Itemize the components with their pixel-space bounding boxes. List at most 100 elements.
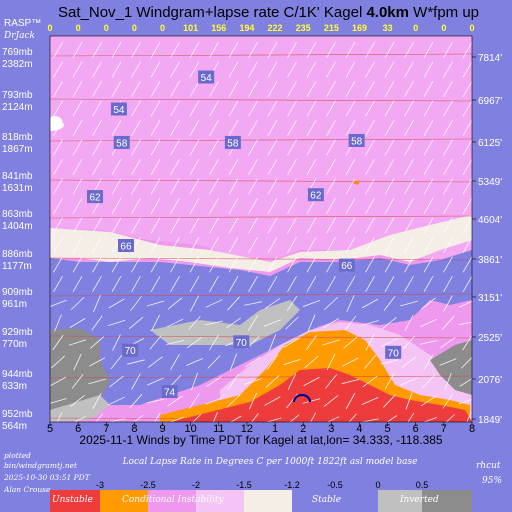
wind-barb: [404, 178, 414, 195]
wind-barb: [52, 334, 64, 351]
wind-barb: [228, 237, 239, 253]
wstar-value: 0: [469, 23, 474, 33]
wind-barb: [150, 276, 161, 292]
wind-barb: [170, 100, 180, 117]
wind-speed-label: 62: [310, 191, 322, 202]
legend-swatch-pink: [148, 490, 196, 512]
wind-barb: [462, 256, 472, 273]
wind-barb: [209, 42, 219, 58]
wind-barb: [131, 42, 141, 58]
legend-ticks: -3 -2.5 -2 -1.5 -1.2 -0.5 0 0.5: [96, 480, 428, 490]
wind-barb: [209, 159, 219, 175]
wind-barb: [53, 178, 63, 195]
altitude-m-label: 2382m: [2, 59, 33, 70]
wind-barb: [267, 237, 278, 253]
rhcut-value: 95%: [482, 476, 502, 486]
wind-barb: [209, 178, 219, 195]
wind-barb: [188, 315, 201, 331]
wind-barb: [423, 120, 434, 136]
wind-barb: [346, 295, 355, 312]
legend-label-unstable: Unstable: [52, 495, 93, 505]
wind-barb: [361, 298, 379, 309]
wind-barb: [205, 299, 223, 308]
wind-barb: [381, 338, 398, 347]
wind-barb: [322, 339, 340, 346]
wind-barb: [248, 178, 258, 195]
wind-barb: [462, 276, 472, 292]
altitude-ft-label: 6967': [478, 96, 502, 107]
wind-barb: [53, 81, 63, 97]
wstar-values: 0 0 0 0 0 101 156 194 222 235 215 169 33 0 0 0: [47, 23, 474, 33]
wind-barb: [345, 42, 356, 58]
wind-barb: [423, 61, 434, 78]
level-line: [50, 53, 472, 57]
wind-speed-label: 58: [116, 138, 128, 149]
wind-barb: [167, 395, 183, 407]
wind-barb: [228, 120, 239, 136]
wind-barb: [423, 198, 434, 214]
wind-barb: [384, 237, 395, 253]
wind-barb: [306, 61, 317, 78]
wind-barb: [92, 100, 102, 117]
wind-barb: [323, 318, 339, 328]
lightgray-band: [150, 300, 300, 345]
wind-barb: [227, 296, 240, 311]
wind-barb: [287, 100, 297, 117]
legend-tick-label: -0.5: [327, 480, 343, 490]
wind-barb: [443, 237, 453, 253]
level-line: [50, 417, 472, 421]
wind-barb: [442, 393, 454, 409]
wind-barb: [54, 314, 62, 332]
wind-barb: [365, 42, 375, 58]
x-tick-label: 9: [159, 423, 165, 435]
altitude-m-label: 1404m: [2, 221, 33, 232]
wind-barb: [265, 375, 280, 388]
wind-barb: [384, 256, 395, 273]
wind-barb: [342, 357, 359, 367]
wstar-value: 0: [132, 23, 137, 33]
wind-barb: [462, 42, 472, 58]
wind-speed-box: [122, 343, 139, 357]
gray-region-left: [50, 328, 110, 410]
wind-barb: [404, 139, 414, 156]
wind-barb: [343, 336, 358, 349]
wind-barb: [384, 120, 395, 136]
wind-barb: [423, 178, 434, 195]
wind-barb: [186, 336, 203, 349]
wind-barb: [170, 354, 180, 370]
wind-barb: [401, 356, 417, 368]
altitude-m-label: 961m: [2, 299, 27, 310]
x-tick-label: 5: [385, 423, 391, 435]
x-tick-label: 8: [469, 423, 475, 435]
wind-barb: [325, 374, 337, 389]
wind-barb: [150, 81, 161, 97]
legend-label-stable: Stable: [312, 495, 341, 505]
wind-barb: [212, 412, 218, 422]
wind-barb: [189, 178, 200, 195]
wind-barb: [228, 217, 239, 234]
wstar-value: 194: [239, 23, 254, 33]
wind-barb: [404, 159, 414, 175]
level-line: [50, 293, 472, 297]
wind-barb: [306, 217, 317, 234]
wind-barb: [111, 61, 122, 78]
wind-barb: [189, 139, 200, 156]
wind-barb: [131, 139, 141, 156]
wind-barb: [383, 394, 396, 408]
wind-barb: [462, 61, 472, 78]
wind-barb: [365, 276, 375, 292]
wind-speed-box: [348, 134, 365, 147]
wind-speed-box: [198, 70, 215, 84]
wind-barb: [326, 237, 336, 253]
pressure-level-label: 929mb: [2, 327, 33, 338]
wstar-value: 0: [76, 23, 81, 33]
wind-barb: [170, 159, 180, 175]
wind-barb: [287, 178, 297, 195]
wind-barb: [72, 237, 83, 253]
wind-barb: [248, 198, 258, 214]
wind-barb: [228, 198, 239, 214]
wind-barb: [404, 100, 414, 117]
wind-barb: [245, 356, 261, 368]
wind-barb: [423, 276, 434, 292]
wind-speed-box: [161, 385, 178, 398]
